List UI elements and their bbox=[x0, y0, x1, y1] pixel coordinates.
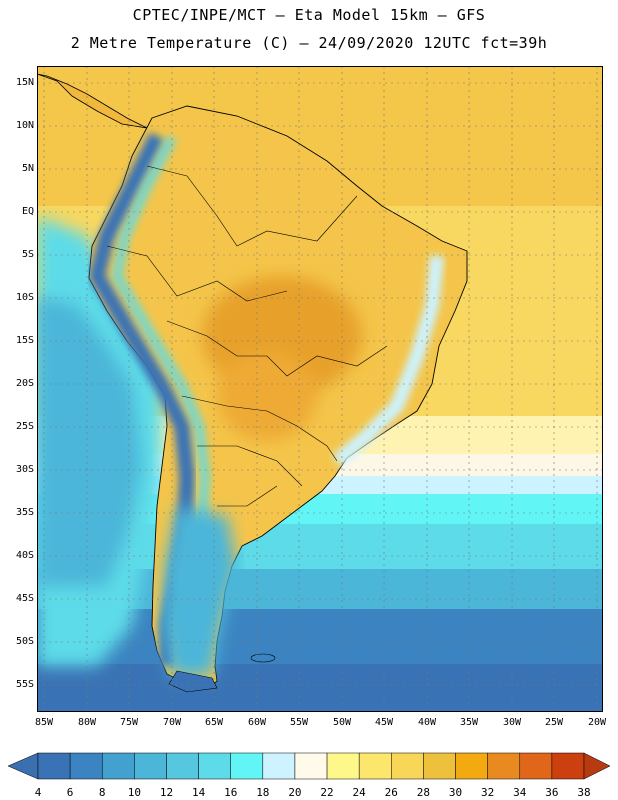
lat-label-30s: 30S bbox=[15, 464, 34, 475]
temperature-map bbox=[37, 66, 603, 712]
lon-label-35w: 35W bbox=[459, 717, 479, 728]
lon-label-85w: 85W bbox=[34, 717, 54, 728]
lat-label-15s: 15S bbox=[15, 335, 34, 346]
lat-label-40s: 40S bbox=[15, 550, 34, 561]
lat-label-eq: EQ bbox=[21, 206, 34, 217]
map-title-line2: 2 Metre Temperature (C) – 24/09/2020 12U… bbox=[70, 34, 548, 52]
colorbar-swatch bbox=[487, 752, 521, 780]
lat-label-20s: 20S bbox=[15, 378, 34, 389]
colorbar-swatch bbox=[294, 752, 328, 780]
colorbar-swatch bbox=[358, 752, 392, 780]
colorbar-label: 14 bbox=[191, 786, 206, 799]
colorbar-swatch bbox=[326, 752, 360, 780]
andes-cyan-edge bbox=[112, 135, 210, 577]
colorbar-swatch bbox=[262, 752, 296, 780]
colorbar-label: 24 bbox=[352, 786, 366, 799]
lat-lon-grid bbox=[37, 66, 603, 712]
lat-label-50s: 50S bbox=[15, 636, 34, 647]
central-america-land bbox=[37, 73, 148, 129]
colorbar-label: 6 bbox=[66, 786, 74, 799]
colorbar-swatch bbox=[166, 752, 199, 780]
pacific-cyan-water bbox=[37, 296, 142, 586]
lat-label-45s: 45S bbox=[15, 593, 34, 604]
lon-label-55w: 55W bbox=[289, 717, 309, 728]
lat-label-35s: 35S bbox=[15, 507, 34, 518]
southern-cone-cool bbox=[162, 506, 237, 676]
colorbar-swatch bbox=[391, 752, 424, 780]
colorbar-swatch bbox=[519, 752, 553, 780]
tierra-del-fuego bbox=[168, 670, 218, 693]
colorbar-label: 18 bbox=[256, 786, 270, 799]
lat-label-55s: 55S bbox=[15, 679, 34, 690]
lon-label-50w: 50W bbox=[332, 717, 352, 728]
lon-label-65w: 65W bbox=[204, 717, 224, 728]
brazil-coast-cool bbox=[332, 255, 444, 467]
colorbar-label: 10 bbox=[127, 786, 141, 799]
falklands-islands bbox=[250, 653, 276, 663]
lat-label-25s: 25S bbox=[15, 421, 34, 432]
colorbar-label: 12 bbox=[159, 786, 174, 799]
ocean-cold-band bbox=[37, 664, 603, 712]
lat-label-10n: 10N bbox=[15, 120, 34, 131]
colorbar-swatch bbox=[423, 752, 456, 780]
colorbar-label: 36 bbox=[545, 786, 559, 799]
lon-label-25w: 25W bbox=[544, 717, 564, 728]
colorbar-label: 8 bbox=[98, 786, 106, 799]
interior-warm-zone bbox=[217, 351, 317, 441]
colorbar-label: 20 bbox=[288, 786, 302, 799]
lat-label-5s: 5S bbox=[21, 249, 34, 260]
colorbar-swatch bbox=[230, 752, 264, 780]
lat-label-10s: 10S bbox=[15, 292, 34, 303]
colorbar-label: 4 bbox=[34, 786, 42, 799]
colorbar-swatch bbox=[198, 752, 231, 780]
lat-label-15n: 15N bbox=[15, 77, 34, 88]
lon-label-80w: 80W bbox=[77, 717, 97, 728]
lon-label-45w: 45W bbox=[374, 717, 394, 728]
colorbar-high-arrow bbox=[583, 752, 611, 780]
colorbar-label: 34 bbox=[513, 786, 527, 799]
colorbar-label: 30 bbox=[448, 786, 463, 799]
colorbar-label: 26 bbox=[384, 786, 398, 799]
lon-label-20w: 20W bbox=[587, 717, 607, 728]
colorbar-label: 32 bbox=[481, 786, 495, 799]
lon-label-75w: 75W bbox=[119, 717, 139, 728]
country-borders bbox=[106, 165, 388, 507]
lon-label-30w: 30W bbox=[502, 717, 522, 728]
lon-label-70w: 70W bbox=[162, 717, 182, 728]
colorbar-swatch bbox=[101, 752, 135, 780]
colorbar-swatch bbox=[69, 752, 103, 780]
colorbar-label: 38 bbox=[577, 786, 591, 799]
temperature-colorbar bbox=[7, 748, 611, 784]
lat-label-5n: 5N bbox=[21, 163, 34, 174]
colorbar-label: 16 bbox=[224, 786, 238, 799]
lon-label-60w: 60W bbox=[247, 717, 267, 728]
colorbar-swatch bbox=[134, 752, 167, 780]
map-title-line1: CPTEC/INPE/MCT – Eta Model 15km – GFS bbox=[132, 6, 486, 24]
colorbar-low-arrow bbox=[7, 752, 39, 780]
colorbar-label: 22 bbox=[320, 786, 334, 799]
colorbar-label: 28 bbox=[416, 786, 431, 799]
lon-label-40w: 40W bbox=[417, 717, 437, 728]
colorbar-swatch bbox=[37, 752, 71, 780]
colorbar-swatch bbox=[551, 752, 585, 780]
colorbar-swatch bbox=[455, 752, 488, 780]
